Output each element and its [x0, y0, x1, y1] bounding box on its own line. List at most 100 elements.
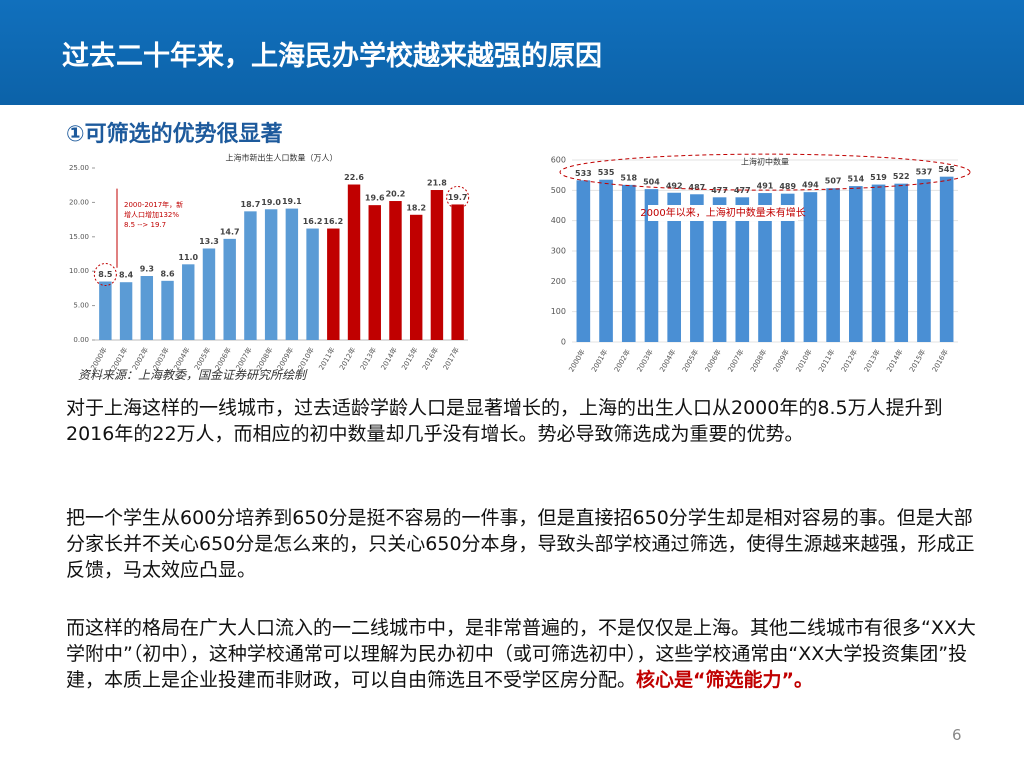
charts: 0.00 5.00 10.00 15.00 20.00 25.00 上海市新出生人口数量（万…: [69, 153, 971, 374]
data-label: 20.2: [386, 190, 406, 199]
page-number: 6: [952, 726, 962, 744]
y-tick-label: 200: [551, 277, 566, 286]
data-label: 8.6: [160, 269, 175, 278]
bar: [327, 228, 340, 340]
x-tick-label: 2013年: [862, 348, 882, 374]
data-label: 19.0: [261, 198, 281, 207]
data-label: 487: [689, 183, 706, 192]
y-tick-label: 600: [551, 156, 566, 165]
y-tick-label: 5.00: [73, 302, 89, 310]
y-tick-label: 100: [551, 307, 566, 316]
data-label: 8.5: [98, 270, 113, 279]
x-tick-label: 2015年: [907, 348, 927, 374]
annotation: 2000-2017年，新: [124, 200, 183, 209]
data-label: 18.2: [406, 203, 426, 212]
bar: [917, 179, 931, 342]
data-label: 504: [643, 178, 660, 187]
highlight-ellipse: [559, 153, 971, 191]
bar: [712, 197, 727, 342]
bar: [389, 201, 402, 340]
data-label: 14.7: [220, 227, 240, 236]
bar: [223, 238, 236, 340]
y-tick-label: 0: [561, 338, 566, 347]
annotation: 增人口增加132%: [124, 210, 179, 219]
x-tick-label: 2010年: [794, 348, 814, 374]
data-label: 19.7: [448, 193, 468, 202]
source-note: 资料来源：上海教委，国金证券研究所绘制: [78, 368, 307, 382]
x-tick-label: 2000年: [567, 348, 587, 374]
bar: [735, 197, 750, 342]
y-tick-label: 15.00: [69, 233, 89, 241]
y-tick-label: 400: [551, 216, 566, 225]
data-label: 19.1: [282, 197, 302, 206]
x-tick-label: 2016年: [930, 348, 950, 374]
paragraph: 对于上海这样的一线城市，过去适龄学龄人口是显著增长的，上海的出生人口从2000年…: [66, 397, 943, 445]
bar: [264, 209, 278, 340]
paragraph: 而这样的格局在广大人口流入的一二线城市中，是非常普遍的，不是仅仅是上海。其他二线…: [66, 615, 976, 693]
x-tick-label: 2011年: [816, 348, 836, 374]
data-label: 537: [916, 168, 933, 177]
data-label: 514: [847, 175, 864, 184]
data-label: 18.7: [241, 200, 261, 209]
bar: [244, 211, 257, 340]
bar: [182, 264, 195, 340]
bar: [140, 276, 154, 340]
bar: [451, 204, 464, 340]
bar: [202, 248, 216, 340]
annotation-box: [648, 205, 798, 221]
bar: [939, 176, 954, 342]
x-tick-label: 2012年: [839, 348, 859, 374]
x-tick-label: 2003年: [635, 348, 655, 374]
y-tick-label: 0.00: [73, 336, 89, 344]
x-tick-label: 2002年: [612, 348, 632, 374]
x-tick-label: 2013年: [358, 346, 378, 372]
bar: [576, 180, 591, 342]
bar: [894, 183, 909, 342]
x-tick-label: 2009年: [771, 348, 791, 374]
highlight-circle: [93, 263, 117, 287]
chart-title: 上海初中数量: [741, 157, 789, 167]
data-label: 22.6: [344, 173, 364, 182]
data-label: 522: [893, 172, 910, 181]
subtitle: ①可筛选的优势很显著: [66, 122, 283, 147]
data-label: 16.2: [323, 217, 343, 226]
annotation: 2000年以来，上海初中数量未有增长: [640, 206, 805, 219]
x-tick-label: 2017年: [441, 346, 461, 372]
data-label: 533: [575, 169, 592, 178]
x-tick-label: 2004年: [657, 348, 677, 374]
bar: [803, 192, 818, 342]
highlight-circle: [446, 185, 470, 209]
data-label: 494: [802, 181, 819, 190]
bar: [667, 192, 681, 342]
x-tick-label: 2006年: [703, 348, 723, 374]
x-tick-label: 2007年: [726, 348, 746, 374]
bar: [599, 179, 613, 342]
bar: [621, 184, 636, 342]
bar: [409, 214, 423, 340]
data-label: 9.3: [140, 265, 154, 274]
bar: [119, 282, 133, 340]
data-label: 19.6: [365, 194, 385, 203]
bar: [849, 186, 863, 342]
data-label: 489: [779, 182, 796, 191]
x-tick-label: 2005年: [680, 348, 700, 374]
data-label: 477: [711, 186, 728, 195]
data-label: 13.3: [199, 237, 219, 246]
y-tick-label: 500: [551, 186, 566, 195]
x-tick-label: 2014年: [379, 346, 399, 372]
bar: [690, 194, 704, 342]
data-label: 491: [757, 182, 774, 191]
bar: [99, 281, 112, 340]
data-label: 518: [620, 173, 637, 182]
bar: [161, 280, 174, 340]
bar: [347, 184, 361, 340]
bar: [368, 205, 381, 340]
x-tick-label: 2008年: [748, 348, 768, 374]
bar: [306, 228, 319, 340]
x-tick-label: 2012年: [337, 346, 357, 372]
data-label: 535: [598, 168, 615, 177]
bar: [780, 193, 795, 342]
data-label: 492: [666, 181, 683, 190]
y-tick-label: 20.00: [69, 198, 89, 206]
